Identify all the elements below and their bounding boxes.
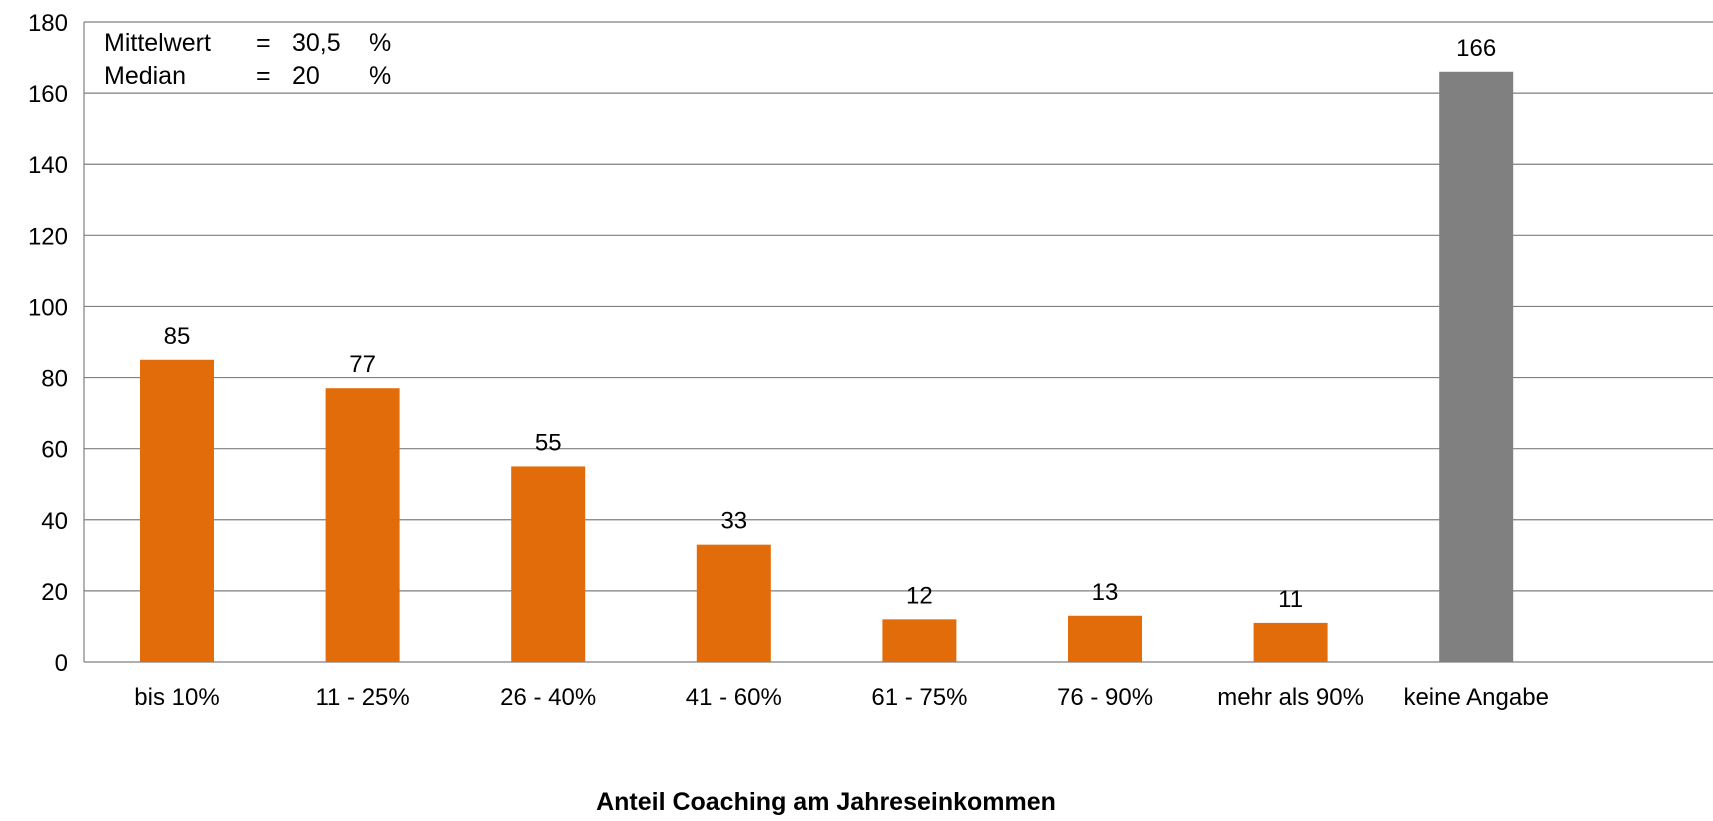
y-axis-ticks: 0 20 40 60 80 100 120 140 160 180 — [28, 10, 68, 677]
data-label: 11 — [1278, 586, 1303, 613]
x-tick-label: 41 - 60% — [686, 684, 782, 711]
y-tick-label: 60 — [41, 437, 68, 464]
bars — [140, 71, 1514, 663]
annotation-mean-label: Mittelwert — [104, 29, 211, 57]
y-tick-label: 140 — [28, 152, 68, 179]
data-label: 77 — [349, 351, 376, 378]
data-label: 13 — [1092, 579, 1119, 606]
y-tick-label: 20 — [41, 579, 68, 606]
annotation-mean-unit: % — [369, 29, 391, 57]
category-labels: bis 10% 11 - 25% 26 - 40% 41 - 60% 61 - 75% 7… — [134, 684, 1549, 711]
statistics-annotation: Mittelwert = 30,5 % Median = 20 % — [104, 29, 391, 90]
annotation-median-value: 20 — [292, 62, 320, 90]
bar — [325, 388, 400, 662]
annotation-mean-eq: = — [256, 29, 271, 57]
bar — [511, 466, 586, 662]
data-label: 85 — [164, 323, 191, 350]
annotation-median-eq: = — [256, 62, 271, 90]
x-tick-label: 61 - 75% — [871, 684, 967, 711]
x-tick-label: keine Angabe — [1403, 684, 1548, 711]
x-tick-label: 11 - 25% — [315, 684, 409, 711]
annotation-median-label: Median — [104, 62, 186, 90]
x-tick-label: mehr als 90% — [1217, 684, 1364, 711]
x-axis-title: Anteil Coaching am Jahreseinkommen — [596, 788, 1056, 816]
bar — [882, 619, 957, 662]
x-tick-label: 26 - 40% — [500, 684, 596, 711]
x-tick-label: 76 - 90% — [1057, 684, 1153, 711]
y-tick-label: 0 — [55, 650, 68, 677]
data-label: 33 — [720, 508, 747, 535]
data-label: 55 — [535, 429, 562, 456]
data-label: 166 — [1456, 35, 1496, 62]
y-tick-label: 160 — [28, 81, 68, 108]
data-labels: 85 77 55 33 12 13 11 166 — [164, 35, 1497, 613]
bar — [140, 359, 214, 662]
y-tick-label: 180 — [28, 10, 68, 37]
x-tick-label: bis 10% — [134, 684, 219, 711]
y-tick-label: 100 — [28, 294, 68, 321]
data-label: 12 — [906, 582, 933, 609]
y-tick-label: 40 — [41, 508, 68, 535]
bar — [1439, 71, 1514, 663]
bar — [1068, 615, 1142, 662]
bar — [696, 544, 771, 662]
annotation-median-unit: % — [369, 62, 391, 90]
annotation-mean-value: 30,5 — [292, 29, 341, 57]
y-tick-label: 120 — [28, 223, 68, 250]
y-tick-label: 80 — [41, 366, 68, 393]
bar — [1253, 622, 1328, 662]
